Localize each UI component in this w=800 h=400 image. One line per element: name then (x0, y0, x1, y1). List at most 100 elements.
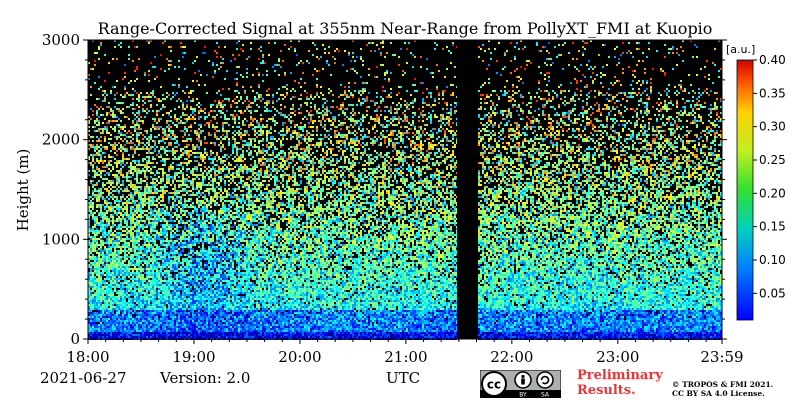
heatmap-cell (492, 126, 494, 128)
heatmap-cell (292, 158, 294, 160)
heatmap-cell (396, 104, 398, 106)
heatmap-cell (242, 76, 244, 78)
heatmap-cell (560, 118, 562, 120)
heatmap-cell (198, 134, 200, 136)
heatmap-cell (566, 112, 568, 114)
heatmap-cell (556, 150, 558, 152)
heatmap-cell (686, 136, 688, 138)
heatmap-cell (266, 132, 268, 134)
heatmap-cell (624, 106, 626, 108)
heatmap-cell (360, 118, 362, 120)
heatmap-cell (318, 112, 320, 114)
heatmap-cell (242, 166, 244, 168)
heatmap-cell (678, 112, 680, 114)
heatmap-cell (692, 122, 694, 124)
heatmap-cell (390, 118, 392, 120)
heatmap-cell (290, 40, 292, 42)
heatmap-cell (676, 160, 678, 162)
heatmap-cell (678, 120, 680, 122)
heatmap-cell (606, 134, 608, 136)
heatmap-cell (544, 132, 546, 134)
heatmap-cell (390, 42, 392, 44)
heatmap-cell (106, 106, 108, 108)
heatmap-cell (428, 142, 430, 144)
heatmap-cell (572, 100, 574, 102)
heatmap-cell (240, 128, 242, 130)
heatmap-cell (516, 160, 518, 162)
heatmap-cell (596, 140, 598, 142)
heatmap-cell (150, 104, 152, 106)
heatmap-cell (94, 120, 96, 122)
heatmap-cell (630, 92, 632, 94)
heatmap-cell (700, 166, 702, 168)
heatmap-cell (650, 90, 652, 92)
heatmap-cell (480, 86, 482, 88)
heatmap-cell (448, 164, 450, 166)
heatmap-cell (108, 142, 110, 144)
heatmap-cell (602, 74, 604, 76)
heatmap-cell (300, 122, 302, 124)
heatmap-cell (98, 98, 100, 100)
heatmap-cell (340, 136, 342, 138)
heatmap-cell (622, 72, 624, 74)
heatmap-cell (610, 100, 612, 102)
heatmap-cell (694, 156, 696, 158)
heatmap-cell (372, 158, 374, 160)
heatmap-cell (504, 158, 506, 160)
heatmap-cell (290, 150, 292, 152)
heatmap-cell (642, 160, 644, 162)
heatmap-cell (558, 122, 560, 124)
heatmap-cell (180, 150, 182, 152)
heatmap-cell (292, 106, 294, 108)
heatmap-cell (642, 146, 644, 148)
heatmap-cell (430, 122, 432, 124)
heatmap-cell (566, 142, 568, 144)
heatmap-cell (584, 112, 586, 114)
heatmap-cell (546, 136, 548, 138)
heatmap-cell (532, 120, 534, 122)
heatmap-cell (332, 158, 334, 160)
heatmap-cell (352, 154, 354, 156)
heatmap-cell (696, 124, 698, 126)
heatmap-cell (186, 154, 188, 156)
heatmap-cell (436, 148, 438, 150)
heatmap-cell (550, 154, 552, 156)
heatmap-cell (588, 108, 590, 110)
heatmap-cell (182, 102, 184, 104)
heatmap-cell (160, 148, 162, 150)
heatmap-cell (544, 114, 546, 116)
heatmap-cell (552, 126, 554, 128)
heatmap-cell (492, 112, 494, 114)
heatmap-cell (706, 158, 708, 160)
heatmap-cell (448, 112, 450, 114)
heatmap-cell (272, 66, 274, 68)
heatmap-cell (584, 134, 586, 136)
heatmap-cell (154, 142, 156, 144)
heatmap-cell (488, 144, 490, 146)
heatmap-cell (280, 162, 282, 164)
heatmap-cell (562, 150, 564, 152)
heatmap-cell (214, 132, 216, 134)
heatmap-cell (406, 102, 408, 104)
heatmap-cell (534, 166, 536, 168)
heatmap-cell (252, 156, 254, 158)
heatmap-cell (192, 62, 194, 64)
heatmap-cell (292, 136, 294, 138)
heatmap-cell (118, 124, 120, 126)
heatmap-cell (294, 124, 296, 126)
heatmap-cell (668, 84, 670, 86)
heatmap-cell (256, 98, 258, 100)
heatmap-cell (538, 142, 540, 144)
heatmap-cell (442, 146, 444, 148)
heatmap-cell (114, 146, 116, 148)
heatmap-cell (312, 122, 314, 124)
heatmap-cell (360, 158, 362, 160)
heatmap-cell (662, 136, 664, 138)
heatmap-cell (686, 166, 688, 168)
heatmap-cell (328, 64, 330, 66)
heatmap-cell (584, 48, 586, 50)
heatmap-cell (168, 124, 170, 126)
heatmap-cell (558, 54, 560, 56)
heatmap-cell (310, 144, 312, 146)
heatmap-cell (270, 138, 272, 140)
